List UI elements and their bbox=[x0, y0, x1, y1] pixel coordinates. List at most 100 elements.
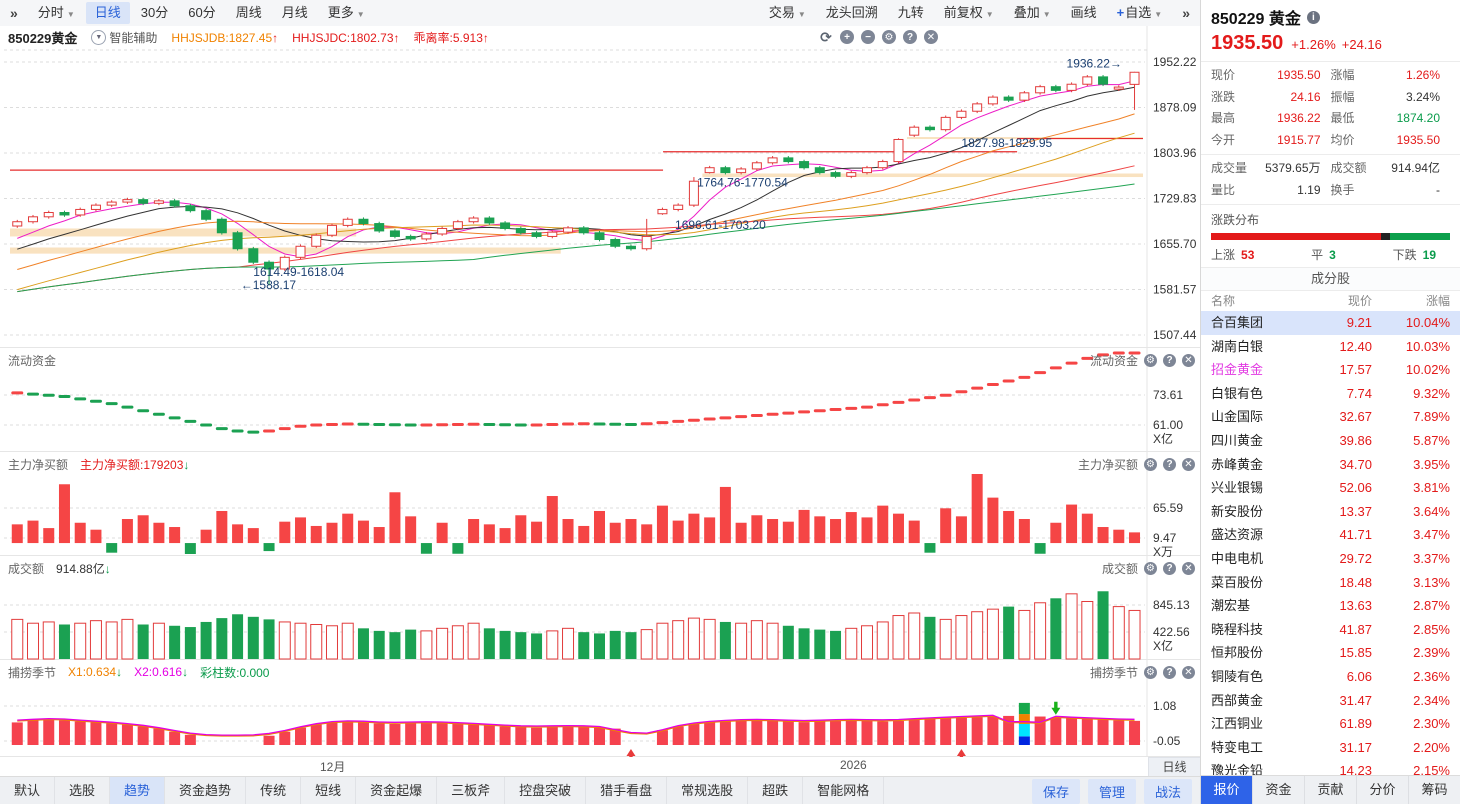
rtab-chips[interactable]: 筹码 bbox=[1409, 776, 1460, 804]
stock-charts[interactable]: 1952.22 1878.09 1803.96 1729.83 1655.70 1581.… bbox=[0, 26, 1200, 757]
table-row[interactable]: 赤峰黄金 34.70 3.95% bbox=[1201, 453, 1460, 477]
up-label: 上涨 bbox=[1211, 248, 1236, 262]
tab-three-axes[interactable]: 三板斧 bbox=[437, 777, 506, 804]
constituent-name: 晓程科技 bbox=[1211, 621, 1264, 637]
table-row[interactable]: 招金黄金 17.57 10.02% bbox=[1201, 358, 1460, 382]
tab-oversold[interactable]: 超跌 bbox=[748, 777, 804, 804]
stock-code-title: 850229黄金 bbox=[8, 30, 78, 46]
table-row[interactable]: 盛达资源 41.71 3.47% bbox=[1201, 523, 1460, 547]
table-row[interactable]: 兴业银锡 52.06 3.81% bbox=[1201, 476, 1460, 500]
adjust-price-menu[interactable]: 前复权 ▼ bbox=[943, 5, 994, 20]
constituent-name: 白银有色 bbox=[1211, 385, 1264, 401]
tab-30min[interactable]: 30分 bbox=[140, 5, 169, 20]
stat-label: 涨幅 bbox=[1330, 68, 1355, 82]
nine-turn-button[interactable]: 九转 bbox=[897, 5, 924, 20]
tab-daily[interactable]: 日线 bbox=[85, 2, 130, 24]
table-row[interactable]: 晓程科技 41.87 2.85% bbox=[1201, 618, 1460, 642]
quote-stats-volume: 成交量 5379.65万 成交额 914.94亿 量比 1.19 换手 - bbox=[1201, 155, 1460, 204]
table-row[interactable]: 豫光金铅 14.23 2.15% bbox=[1201, 759, 1460, 783]
manage-button[interactable]: 管理 bbox=[1087, 778, 1136, 804]
info-icon[interactable]: i bbox=[1306, 10, 1320, 24]
rtab-funds[interactable]: 资金 bbox=[1253, 776, 1305, 804]
change-percent: +1.26% bbox=[1291, 37, 1336, 52]
tab-60min[interactable]: 60分 bbox=[188, 5, 216, 20]
close-icon[interactable]: ✕ bbox=[924, 30, 938, 44]
tab-smart-grid[interactable]: 智能网格 bbox=[803, 777, 885, 804]
settings-icon[interactable]: ⚙ bbox=[1144, 353, 1157, 367]
tab-classic[interactable]: 传统 bbox=[246, 777, 302, 804]
tab-weekly[interactable]: 周线 bbox=[235, 5, 262, 20]
tab-stock-pick[interactable]: 选股 bbox=[55, 777, 111, 804]
constituent-change: 2.34% bbox=[1413, 692, 1450, 708]
table-row[interactable]: 恒邦股份 15.85 2.39% bbox=[1201, 641, 1460, 665]
col-pct[interactable]: 涨幅 bbox=[1425, 294, 1450, 308]
settings-icon[interactable]: ⚙ bbox=[1144, 561, 1157, 575]
rtab-quote[interactable]: 报价 bbox=[1201, 776, 1253, 804]
constituent-price: 31.17 bbox=[1339, 739, 1372, 755]
save-button[interactable]: 保存 bbox=[1031, 778, 1080, 804]
table-row[interactable]: 潮宏基 13.63 2.87% bbox=[1201, 594, 1460, 618]
constituent-price: 52.06 bbox=[1339, 480, 1372, 496]
svg-text:1952.22: 1952.22 bbox=[1153, 55, 1197, 69]
help-icon[interactable]: ? bbox=[1163, 561, 1176, 575]
settings-icon[interactable]: ⚙ bbox=[1144, 457, 1157, 471]
svg-text:1696.61-1703.20: 1696.61-1703.20 bbox=[675, 218, 766, 232]
table-row[interactable]: 新安股份 13.37 3.64% bbox=[1201, 500, 1460, 524]
tab-control-break[interactable]: 控盘突破 bbox=[505, 777, 587, 804]
help-icon[interactable]: ? bbox=[1163, 353, 1176, 367]
close-icon[interactable]: ✕ bbox=[1182, 665, 1195, 679]
table-row[interactable]: 合百集团 9.21 10.04% bbox=[1201, 311, 1460, 335]
settings-icon[interactable]: ⚙ bbox=[1144, 665, 1157, 679]
close-icon[interactable]: ✕ bbox=[1182, 457, 1195, 471]
zoom-in-icon[interactable]: + bbox=[840, 30, 854, 44]
table-row[interactable]: 中电电机 29.72 3.37% bbox=[1201, 547, 1460, 571]
close-icon[interactable]: ✕ bbox=[1182, 353, 1195, 367]
tab-fund-trend[interactable]: 资金趋势 bbox=[165, 777, 247, 804]
refresh-icon[interactable]: ⟳ bbox=[820, 28, 832, 45]
overlay-menu[interactable]: 叠加 ▼ bbox=[1013, 5, 1051, 20]
settings-icon[interactable]: ⚙ bbox=[882, 30, 896, 44]
collapse-left-icon[interactable]: » bbox=[10, 5, 18, 21]
table-row[interactable]: 四川黄金 39.86 5.87% bbox=[1201, 429, 1460, 453]
table-row[interactable]: 西部黄金 31.47 2.34% bbox=[1201, 689, 1460, 713]
strategy-button[interactable]: 战法 bbox=[1143, 778, 1192, 804]
stat-value: - bbox=[1436, 182, 1440, 197]
table-row[interactable]: 湖南白银 12.40 10.03% bbox=[1201, 335, 1460, 359]
period-indicator[interactable]: 日线 bbox=[1148, 757, 1201, 777]
tab-default[interactable]: 默认 bbox=[0, 777, 56, 804]
help-icon[interactable]: ? bbox=[1163, 457, 1176, 471]
help-icon[interactable]: ? bbox=[1163, 665, 1176, 679]
tab-hunter-watch[interactable]: 猎手看盘 bbox=[586, 777, 668, 804]
smart-assist-dropdown[interactable]: ▼ 智能辅助 bbox=[91, 29, 157, 46]
table-row[interactable]: 江西铜业 61.89 2.30% bbox=[1201, 712, 1460, 736]
table-row[interactable]: 白银有色 7.74 9.32% bbox=[1201, 382, 1460, 406]
constituent-name: 潮宏基 bbox=[1211, 598, 1251, 614]
trade-menu[interactable]: 交易 ▼ bbox=[768, 5, 806, 20]
tab-trend[interactable]: 趋势 bbox=[110, 777, 166, 804]
table-row[interactable]: 菜百股份 18.48 3.13% bbox=[1201, 571, 1460, 595]
table-row[interactable]: 铜陵有色 6.06 2.36% bbox=[1201, 665, 1460, 689]
col-name[interactable]: 名称 bbox=[1211, 294, 1236, 308]
table-row[interactable]: 特变电工 31.17 2.20% bbox=[1201, 736, 1460, 760]
col-price[interactable]: 现价 bbox=[1347, 294, 1372, 308]
svg-text:65.59: 65.59 bbox=[1153, 501, 1183, 515]
rtab-price-dist[interactable]: 分价 bbox=[1357, 776, 1409, 804]
constituent-change: 2.20% bbox=[1413, 739, 1450, 755]
zoom-out-icon[interactable]: − bbox=[861, 30, 875, 44]
candles bbox=[12, 71, 1140, 286]
tab-short-term[interactable]: 短线 bbox=[301, 777, 357, 804]
close-icon[interactable]: ✕ bbox=[1182, 561, 1195, 575]
tab-minute[interactable]: 分时 ▼ bbox=[37, 5, 75, 20]
leader-backtrack-button[interactable]: 龙头回溯 bbox=[825, 5, 878, 20]
add-watchlist-button[interactable]: +自选 ▼ bbox=[1116, 5, 1163, 20]
more-menu[interactable]: 更多 ▼ bbox=[327, 5, 365, 20]
draw-line-button[interactable]: 画线 bbox=[1070, 5, 1097, 20]
collapse-right-icon[interactable]: » bbox=[1182, 5, 1190, 21]
table-row[interactable]: 山金国际 32.67 7.89% bbox=[1201, 405, 1460, 429]
tab-monthly[interactable]: 月线 bbox=[281, 5, 308, 20]
tab-regular-pick[interactable]: 常规选股 bbox=[667, 777, 749, 804]
tab-fund-burst[interactable]: 资金起爆 bbox=[356, 777, 438, 804]
stat-value: 1936.22 bbox=[1277, 111, 1321, 125]
rtab-contribution[interactable]: 贡献 bbox=[1305, 776, 1357, 804]
help-icon[interactable]: ? bbox=[903, 30, 917, 44]
